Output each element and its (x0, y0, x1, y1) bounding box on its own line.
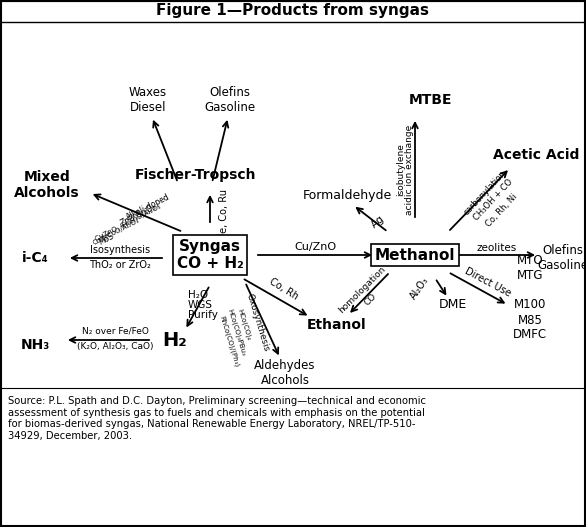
Text: HCo(CO)₄: HCo(CO)₄ (236, 308, 252, 341)
Text: ThO₂ or ZrO₂: ThO₂ or ZrO₂ (89, 260, 151, 270)
Text: (K₂O, Al₂O₃, CaO): (K₂O, Al₂O₃, CaO) (77, 343, 154, 352)
Text: Methanol: Methanol (375, 248, 455, 262)
Text: ZnO,Cr₂O₃: ZnO,Cr₂O₃ (118, 202, 158, 228)
Text: Syngas
CO + H₂: Syngas CO + H₂ (176, 239, 243, 271)
Text: WGS: WGS (188, 300, 213, 310)
Text: CuZnO, CuZnO/Al₂O₃: CuZnO, CuZnO/Al₂O₃ (94, 204, 162, 242)
Text: Formaldehyde: Formaldehyde (302, 189, 391, 201)
Text: H₂: H₂ (163, 330, 188, 349)
Text: Waxes
Diesel: Waxes Diesel (129, 86, 167, 114)
Text: Mixed
Alcohols: Mixed Alcohols (14, 170, 80, 200)
Text: Figure 1—Products from syngas: Figure 1—Products from syngas (156, 4, 430, 18)
Text: DME: DME (439, 298, 467, 311)
Text: Olefins
Gasoline: Olefins Gasoline (205, 86, 255, 114)
Text: RhCo(CO)/(Ph₃): RhCo(CO)/(Ph₃) (218, 315, 240, 367)
Text: Alkali-doped: Alkali-doped (125, 192, 171, 222)
Text: MoS: MoS (97, 231, 115, 247)
Text: CH₃OH + CO: CH₃OH + CO (472, 178, 515, 222)
Text: CuO/CoO/Al₂O₃: CuO/CoO/Al₂O₃ (91, 218, 140, 246)
Text: acidic ion exchange: acidic ion exchange (406, 125, 414, 215)
Text: HCo(CO)₃PBu₃: HCo(CO)₃PBu₃ (227, 308, 247, 356)
Text: Acetic Acid: Acetic Acid (493, 148, 579, 162)
Text: H₂O: H₂O (188, 290, 208, 300)
Text: MTO
MTG: MTO MTG (517, 254, 543, 282)
Text: MTBE: MTBE (408, 93, 452, 107)
Text: zeolites: zeolites (477, 243, 517, 253)
Text: N₂ over Fe/FeO: N₂ over Fe/FeO (81, 327, 148, 336)
Text: Aldehydes
Alcohols: Aldehydes Alcohols (254, 359, 316, 387)
Text: NH₃: NH₃ (21, 338, 50, 352)
Text: i-C₄: i-C₄ (22, 251, 49, 265)
Text: Direct Use: Direct Use (464, 266, 513, 298)
Text: Purify: Purify (188, 310, 218, 320)
Text: isobutylene: isobutylene (397, 143, 406, 197)
Text: Al₂O₃: Al₂O₃ (409, 275, 431, 301)
Text: Oxosynthesis: Oxosynthesis (245, 292, 271, 352)
Text: Fe, Co, Ru: Fe, Co, Ru (219, 189, 229, 238)
Text: M100
M85
DMFC: M100 M85 DMFC (513, 298, 547, 341)
Text: Olefins
Gasoline: Olefins Gasoline (537, 244, 586, 272)
Text: Ethanol: Ethanol (307, 318, 367, 332)
Text: Co, Rh: Co, Rh (268, 276, 300, 302)
Text: CO: CO (362, 292, 378, 308)
Text: Source: P.L. Spath and D.C. Dayton, Preliminary screening—technical and economic: Source: P.L. Spath and D.C. Dayton, Prel… (8, 396, 426, 441)
Text: carbonylation: carbonylation (462, 169, 508, 217)
Text: Fischer-Tropsch: Fischer-Tropsch (134, 168, 255, 182)
Text: Cu/ZnO: Cu/ZnO (294, 242, 336, 252)
Text: Ag: Ag (370, 214, 387, 230)
Text: homologation: homologation (337, 265, 387, 315)
Text: Isosynthesis: Isosynthesis (90, 245, 150, 255)
Text: Co, Rh, Ni: Co, Rh, Ni (485, 192, 519, 228)
